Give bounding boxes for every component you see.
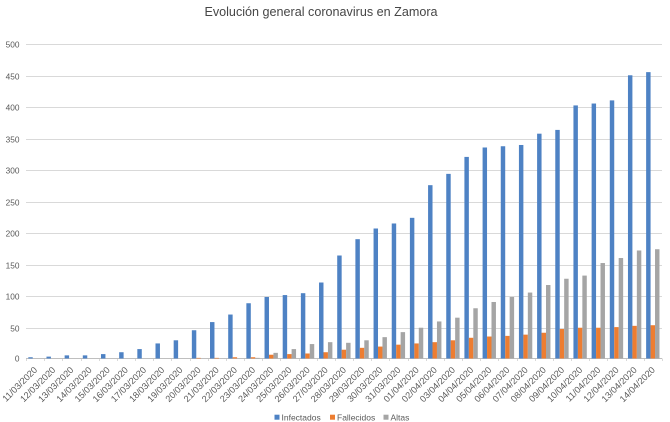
- svg-text:450: 450: [6, 72, 20, 82]
- svg-text:100: 100: [6, 292, 20, 302]
- svg-text:Altas: Altas: [391, 413, 410, 422]
- svg-text:350: 350: [6, 135, 20, 145]
- svg-text:0: 0: [15, 354, 20, 364]
- svg-text:Infectados: Infectados: [282, 413, 321, 422]
- svg-text:Fallecidos: Fallecidos: [337, 413, 375, 422]
- svg-text:50: 50: [10, 324, 20, 334]
- svg-text:200: 200: [6, 229, 20, 239]
- svg-text:300: 300: [6, 166, 20, 176]
- svg-text:500: 500: [6, 40, 20, 50]
- svg-text:150: 150: [6, 261, 20, 271]
- svg-text:250: 250: [6, 198, 20, 208]
- svg-text:Evolución general coronavirus: Evolución general coronavirus en Zamora: [204, 5, 437, 19]
- svg-text:400: 400: [6, 103, 20, 113]
